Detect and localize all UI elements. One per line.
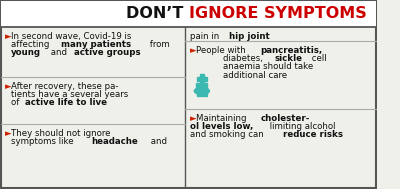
Text: ►: ► <box>5 82 11 91</box>
Text: many patients: many patients <box>61 40 132 49</box>
Text: anaemia should take: anaemia should take <box>222 62 313 71</box>
Text: additional care: additional care <box>222 71 287 80</box>
Text: Maintaining: Maintaining <box>196 114 250 123</box>
Text: reduce risks: reduce risks <box>283 130 343 139</box>
Bar <box>202 83 204 88</box>
Text: cell: cell <box>308 54 326 63</box>
Bar <box>196 83 198 88</box>
Text: headache: headache <box>91 137 138 146</box>
Text: DON’T: DON’T <box>126 6 189 21</box>
Bar <box>197 77 206 81</box>
Text: IGNORE SYMPTOMS: IGNORE SYMPTOMS <box>189 6 366 21</box>
Text: They should not ignore: They should not ignore <box>11 129 111 138</box>
Text: young: young <box>11 48 41 57</box>
Text: active life to live: active life to live <box>25 98 107 107</box>
Text: tients have a several years: tients have a several years <box>11 90 128 99</box>
Text: and smoking can: and smoking can <box>190 130 266 139</box>
Bar <box>197 92 206 96</box>
Text: and: and <box>48 48 70 57</box>
Text: of: of <box>11 98 22 107</box>
Text: After recovery, these pa-: After recovery, these pa- <box>11 82 119 91</box>
Text: from: from <box>147 40 170 49</box>
Text: sickle: sickle <box>274 54 302 63</box>
Text: ol levels low,: ol levels low, <box>190 122 253 131</box>
Text: hip joint: hip joint <box>228 32 269 41</box>
Text: ►: ► <box>5 129 11 138</box>
Text: ►: ► <box>190 46 196 55</box>
Text: symptoms like: symptoms like <box>11 137 77 146</box>
Text: In second wave, Covid-19 is: In second wave, Covid-19 is <box>11 32 132 41</box>
Text: and: and <box>148 137 167 146</box>
Bar <box>1 1 376 27</box>
Ellipse shape <box>194 88 209 94</box>
Text: affecting: affecting <box>11 40 52 49</box>
Text: diabetes,: diabetes, <box>222 54 265 63</box>
Bar <box>205 83 206 88</box>
Text: active groups: active groups <box>74 48 141 57</box>
Text: cholester-: cholester- <box>261 114 310 123</box>
Text: pain in: pain in <box>190 32 222 41</box>
Text: pancreatitis,: pancreatitis, <box>260 46 322 55</box>
Bar <box>199 83 201 88</box>
Text: limiting alcohol: limiting alcohol <box>267 122 335 131</box>
Text: ►: ► <box>5 32 11 41</box>
Text: ►: ► <box>190 114 196 123</box>
Text: People with: People with <box>196 46 249 55</box>
Bar <box>200 74 204 84</box>
